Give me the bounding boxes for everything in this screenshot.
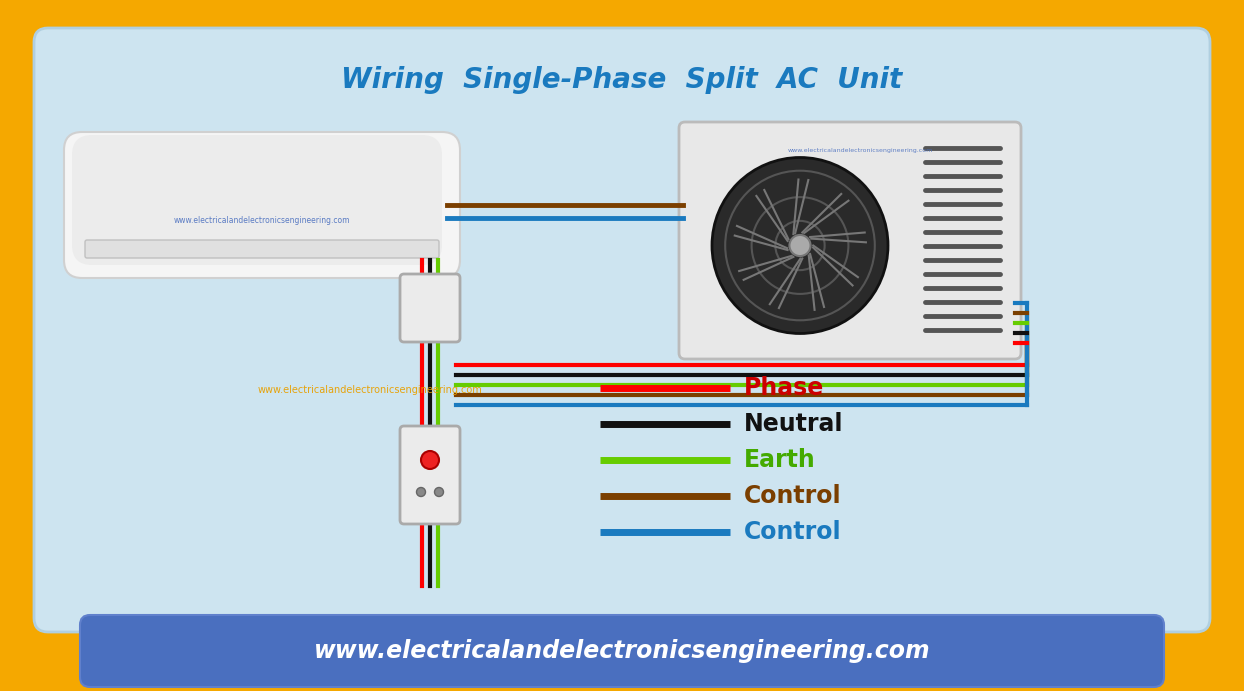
Text: Earth: Earth (744, 448, 816, 472)
Circle shape (420, 451, 439, 469)
Text: www.electricalandelectronicsengineering.com: www.electricalandelectronicsengineering.… (258, 385, 483, 395)
FancyBboxPatch shape (401, 274, 460, 342)
Text: Phase: Phase (744, 376, 825, 400)
FancyBboxPatch shape (72, 135, 442, 265)
Text: Control: Control (744, 520, 842, 544)
Circle shape (790, 235, 811, 256)
FancyBboxPatch shape (85, 240, 439, 258)
Text: Neutral: Neutral (744, 412, 843, 436)
Circle shape (434, 487, 444, 497)
Text: www.electricalandelectronicsengineering.com: www.electricalandelectronicsengineering.… (787, 147, 933, 153)
Text: Wiring  Single-Phase  Split  AC  Unit: Wiring Single-Phase Split AC Unit (341, 66, 903, 94)
FancyBboxPatch shape (679, 122, 1021, 359)
Text: www.electricalandelectronicsengineering.com: www.electricalandelectronicsengineering.… (174, 216, 351, 225)
Text: www.electricalandelectronicsengineering.com: www.electricalandelectronicsengineering.… (313, 639, 931, 663)
FancyBboxPatch shape (80, 615, 1164, 687)
Circle shape (417, 487, 425, 497)
Text: Control: Control (744, 484, 842, 508)
FancyBboxPatch shape (34, 28, 1210, 632)
FancyBboxPatch shape (63, 132, 460, 278)
FancyBboxPatch shape (401, 426, 460, 524)
Circle shape (712, 158, 888, 334)
